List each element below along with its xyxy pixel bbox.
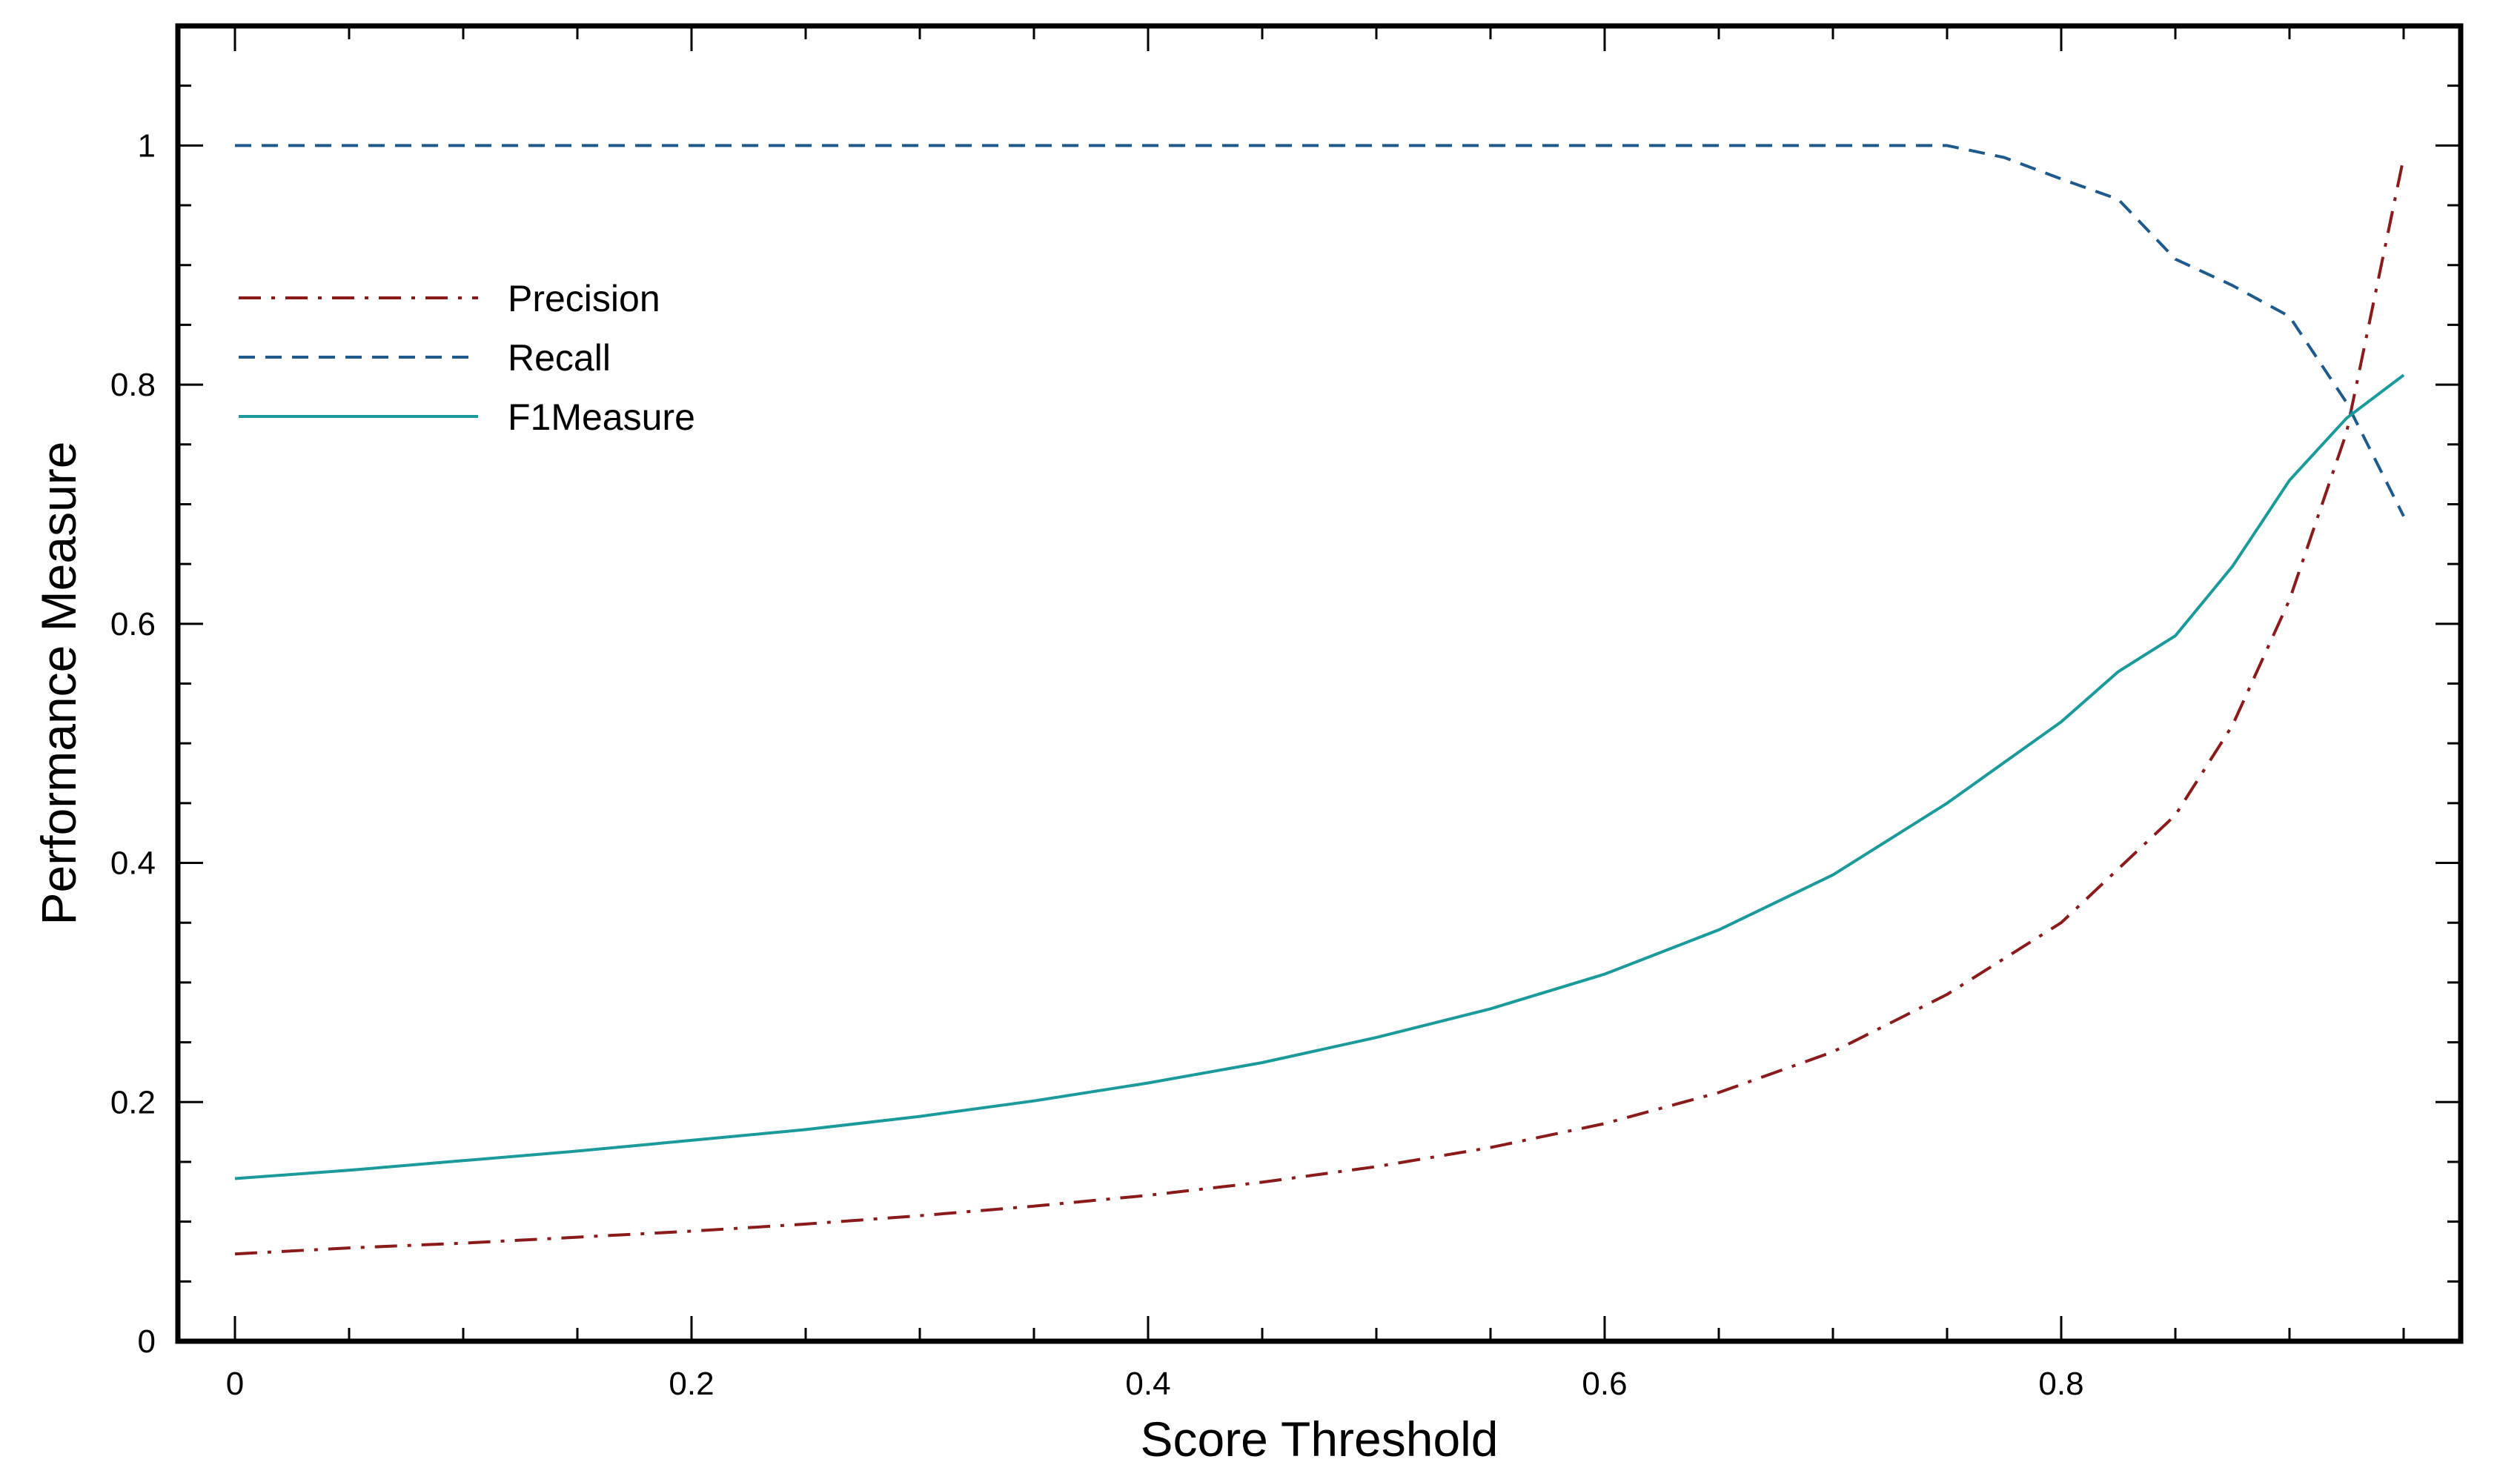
x-axis-ticks: 0 0.2 0.4 0.6 0.8 [226, 26, 2405, 1402]
y-axis-title: Performance Measure [31, 442, 86, 926]
y-tick-label: 1 [138, 127, 156, 164]
series-line-precision [234, 157, 2405, 1256]
legend-label-precision: Precision [508, 278, 660, 319]
x-tick-label: 0.6 [1582, 1366, 1627, 1402]
y-tick-label: 0 [138, 1323, 156, 1360]
y-tick-label: 0.8 [110, 367, 156, 403]
plot-frame [175, 23, 2464, 1344]
series-layer [234, 144, 2405, 1256]
y-tick-label: 0.6 [110, 606, 156, 642]
y-axis-ticks: 0 0.2 0.4 0.6 0.8 1 [110, 24, 2461, 1360]
x-tick-label: 0.4 [1125, 1366, 1170, 1402]
legend-label-recall: Recall [508, 337, 611, 379]
series-line-f1measure [234, 373, 2405, 1180]
x-axis-title: Score Threshold [1140, 1412, 1498, 1466]
legend: Precision Recall F1Measure [239, 278, 695, 438]
x-tick-label: 0 [226, 1366, 244, 1402]
y-tick-label: 0.2 [110, 1084, 156, 1120]
series-line-recall [235, 144, 2405, 517]
y-tick-label: 0.4 [110, 845, 156, 882]
x-tick-label: 0.2 [669, 1366, 714, 1402]
x-tick-label: 0.8 [2038, 1366, 2083, 1402]
legend-label-f1measure: F1Measure [508, 396, 695, 438]
